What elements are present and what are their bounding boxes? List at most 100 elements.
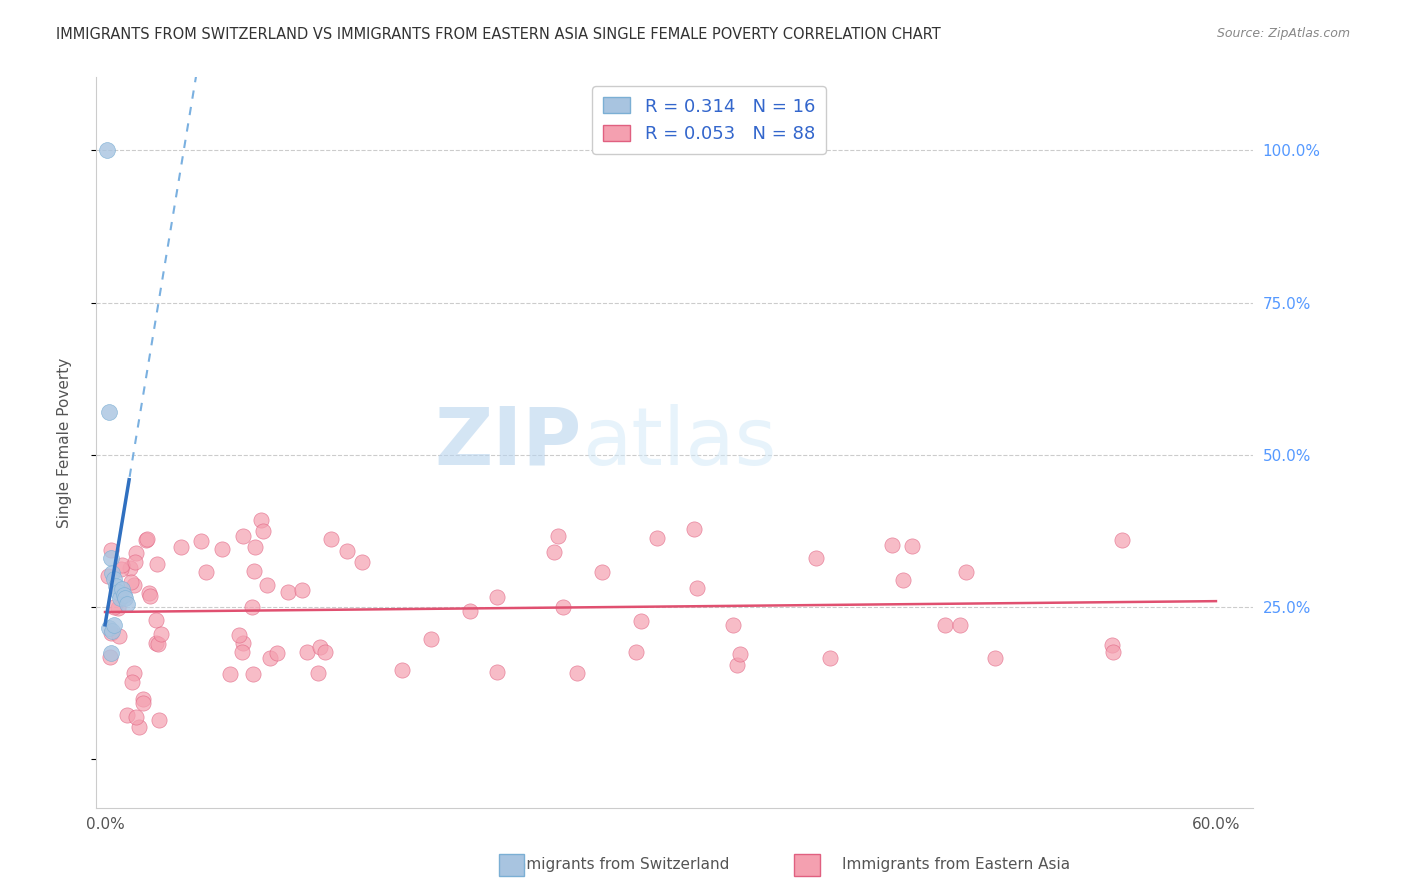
Point [321, 532, 343, 546]
Point [190, 533, 212, 548]
Point [949, 617, 972, 632]
Point [818, 651, 841, 665]
Point [146, 637, 169, 651]
Point [290, 582, 312, 597]
Point [901, 539, 924, 553]
Point [100, 543, 122, 558]
Point [243, 564, 266, 578]
Point [125, 546, 148, 560]
Point [103, 618, 125, 632]
Point [683, 522, 706, 536]
Point [108, 591, 131, 605]
Point [114, 591, 136, 605]
Point [245, 540, 267, 554]
Y-axis label: Single Female Poverty: Single Female Poverty [58, 358, 72, 528]
Point [252, 524, 274, 538]
Point [955, 565, 977, 579]
Point [148, 714, 170, 728]
Point [107, 601, 129, 615]
Point [686, 581, 709, 595]
Text: Immigrants from Eastern Asia: Immigrants from Eastern Asia [842, 857, 1070, 872]
Point [250, 513, 273, 527]
Point [242, 667, 264, 681]
Point [122, 577, 145, 591]
Point [420, 632, 443, 646]
Point [117, 707, 139, 722]
Point [591, 565, 613, 579]
Point [139, 589, 162, 603]
Point [125, 710, 148, 724]
Point [232, 636, 254, 650]
Point [117, 597, 139, 611]
Point [101, 624, 124, 639]
Point [1111, 533, 1133, 547]
Point [630, 614, 652, 628]
Point [100, 649, 122, 664]
Point [259, 651, 281, 665]
Point [891, 573, 914, 587]
Point [100, 551, 122, 566]
Point [1102, 645, 1125, 659]
Point [624, 645, 647, 659]
Point [486, 665, 509, 680]
Point [350, 555, 373, 569]
Point [551, 599, 574, 614]
Point [149, 626, 172, 640]
Point [228, 628, 250, 642]
Point [135, 533, 157, 547]
Point [96, 144, 118, 158]
Point [309, 640, 332, 655]
Point [103, 573, 125, 587]
Point [486, 590, 509, 604]
Point [105, 578, 128, 592]
Point [97, 569, 120, 583]
Text: ZIP: ZIP [434, 403, 582, 482]
Point [112, 588, 135, 602]
Text: Immigrants from Switzerland: Immigrants from Switzerland [508, 857, 730, 872]
Point [314, 645, 336, 659]
Point [111, 558, 134, 573]
Point [295, 645, 318, 659]
Point [145, 613, 167, 627]
Point [219, 667, 242, 681]
Point [543, 545, 565, 559]
Point [108, 629, 131, 643]
Point [146, 557, 169, 571]
Point [111, 582, 134, 596]
Point [107, 584, 129, 599]
Point [277, 585, 299, 599]
Point [806, 551, 828, 566]
Point [138, 586, 160, 600]
Point [170, 540, 193, 554]
Point [266, 646, 288, 660]
Point [882, 538, 904, 552]
Point [120, 561, 142, 575]
Text: IMMIGRANTS FROM SWITZERLAND VS IMMIGRANTS FROM EASTERN ASIA SINGLE FEMALE POVERT: IMMIGRANTS FROM SWITZERLAND VS IMMIGRANT… [56, 27, 941, 42]
Point [195, 565, 218, 579]
Point [100, 646, 122, 660]
Point [110, 561, 132, 575]
Point [132, 696, 155, 710]
Point [1101, 639, 1123, 653]
Point [124, 555, 146, 569]
Legend: R = 0.314   N = 16, R = 0.053   N = 88: R = 0.314 N = 16, R = 0.053 N = 88 [592, 87, 825, 153]
Point [725, 657, 748, 672]
Point [211, 541, 233, 556]
Point [984, 650, 1007, 665]
Point [547, 529, 569, 543]
Point [240, 600, 263, 615]
Point [256, 578, 278, 592]
Text: Source: ZipAtlas.com: Source: ZipAtlas.com [1216, 27, 1350, 40]
Point [307, 665, 329, 680]
Point [120, 575, 142, 590]
Point [934, 618, 956, 632]
Point [97, 621, 120, 635]
Point [128, 720, 150, 734]
Text: atlas: atlas [582, 403, 776, 482]
Point [391, 664, 413, 678]
Point [231, 645, 253, 659]
Point [122, 666, 145, 681]
Point [121, 675, 143, 690]
Point [97, 405, 120, 419]
Point [721, 618, 744, 632]
